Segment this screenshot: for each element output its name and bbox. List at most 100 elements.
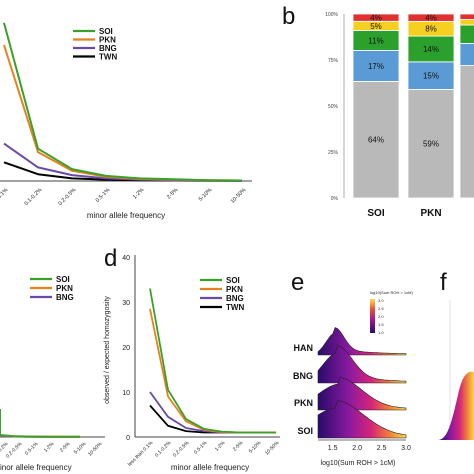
panel-b-data-label: 64% [368, 136, 384, 145]
panel-d-tick-label: 0.2-0.5% [172, 440, 191, 459]
panel-b-bar-segment [407, 89, 455, 199]
panel-d-y-tick-label: 20 [122, 345, 130, 352]
panel-b-y-tick-label: 25% [328, 150, 339, 156]
panel-d-tick-label: 0.5-1% [193, 440, 209, 456]
panel-a-tick-label: 0.2-0.5% [58, 187, 78, 207]
panel-letter-d: d [104, 245, 117, 272]
panel-b-bar-segment [352, 50, 400, 82]
panel-d-tick-label: 10-50% [264, 440, 281, 457]
panel-b-bar-segment [459, 65, 474, 199]
panel-e-legend-tick: 1.0 [378, 330, 384, 335]
legend-label-soi: SOI [99, 27, 113, 36]
panel-a-tick-label: 0.1% [0, 187, 9, 200]
panel-c-tick-label: 0.5-1% [24, 441, 40, 457]
panel-b-data-label: 5% [370, 22, 382, 31]
panel-e-ridgeline-chart: HAN BNG PKN SOI 1.5 2.0 2.5 3.0 log10(Sum ROH … [293, 290, 413, 467]
panel-b-bar-segment [407, 61, 455, 90]
panel-c-tick-label: 10-50% [87, 441, 104, 458]
series-line-pkn [0, 413, 81, 438]
panel-e-color-legend [370, 299, 375, 333]
panel-f-ridgeline-chart [438, 300, 474, 440]
panel-a-line-chart: 0.1% 0.1-0.2% 0.2-0.5% 0.5-1% 1-2% 2-5% 5-10% 1… [0, 22, 252, 220]
panel-b-bar-segment [459, 13, 474, 20]
panel-e-ridge-soi [317, 400, 407, 439]
panel-b-data-label: 17% [368, 62, 384, 71]
panel-a-tick-label: 0.5-1% [95, 187, 112, 204]
panel-letter-e: e [291, 269, 304, 296]
panel-b-data-label: 14% [423, 45, 439, 54]
panel-a-x-label: minor allele frequency [87, 211, 165, 220]
panel-b-data-label: 8% [425, 25, 437, 34]
panel-e-legend-title: log10(Sum ROH > 1cM) [370, 290, 413, 295]
panel-b-y-tick-label: 100% [325, 12, 338, 18]
panel-e-category-label: SOI [297, 426, 313, 436]
panel-e-legend-tick: 2.0 [378, 314, 384, 319]
legend-label-pkn: PKN [99, 36, 116, 45]
panel-a-tick-label: 0.1-0.2% [24, 187, 44, 207]
panel-e-x-tick-label: 1.5 [328, 445, 338, 452]
panel-b-bar-segment [459, 24, 474, 44]
panel-d-tick-label: 5-10% [248, 440, 263, 455]
series-line-twn [149, 404, 276, 434]
panel-b-category-label: SOI [367, 208, 384, 219]
panel-c-tick-label: 2-5% [59, 441, 72, 454]
series-line-soi [149, 288, 276, 434]
panel-e-legend-tick: 1.5 [378, 322, 384, 327]
panel-b-bar-segment [352, 81, 400, 199]
legend-label-bng: BNG [226, 294, 244, 303]
panel-a-tick-label: 5-10% [198, 187, 214, 203]
legend-label-bng: BNG [99, 44, 117, 53]
panel-e-ridge-bng [317, 345, 407, 384]
panel-d-y-tick-label: 40 [122, 255, 130, 262]
legend-label-pkn: PKN [56, 284, 73, 293]
panel-f-ridge [438, 371, 474, 440]
panel-b-bar-segment [459, 43, 474, 66]
panel-c-tick-label: 0.2-0.5% [5, 441, 24, 460]
panel-d-tick-label: 0.1-0.2% [154, 440, 173, 459]
panel-a-tick-label: 10-50% [230, 187, 248, 205]
panel-b-data-label: 4% [370, 14, 382, 23]
panel-c-line-chart: 0.1-0.2%0.2-0.5% 0.5-1% 1-2% 2-5% 5-10% 10-50… [0, 275, 105, 472]
panel-e-category-label: HAN [294, 343, 314, 353]
panel-c-tick-label: 1-2% [43, 441, 56, 454]
panel-b-y-tick-label: 50% [328, 104, 339, 110]
panel-e-x-tick-label: 2.5 [377, 445, 387, 452]
series-line-pkn [3, 44, 243, 182]
panel-d-y-tick-label: 10 [122, 390, 130, 397]
panel-letter-f: f [440, 269, 447, 296]
panel-b-bar-segment [407, 13, 455, 22]
panel-c-tick-label: 5-10% [73, 441, 88, 456]
panel-a-tick-label: 1-2% [132, 187, 145, 200]
panel-b-y-tick-label: 0% [331, 196, 339, 202]
legend-label-pkn: PKN [226, 285, 243, 294]
panel-d-tick-label: 1-2% [214, 440, 227, 453]
panel-a-tick-label: 2-5% [166, 187, 179, 200]
panel-e-ridge-han [317, 327, 407, 356]
panel-b-data-label: 15% [423, 72, 439, 81]
panel-c-x-label: inor allele frequency [0, 463, 72, 472]
panel-b-data-label: 4% [425, 14, 437, 23]
panel-e-legend-tick: 2.5 [378, 306, 384, 311]
legend-label-bng: BNG [56, 293, 74, 302]
panel-b-data-label: 59% [423, 140, 439, 149]
series-line-pkn [149, 308, 276, 434]
panel-e-legend-tick: 3.0 [378, 298, 384, 303]
panel-e-x-tick-label: 2.0 [352, 445, 362, 452]
panel-d-y-tick-label: 0 [126, 435, 130, 442]
panel-letter-b: b [282, 3, 295, 30]
panel-d-tick-label: less than 0.1% [127, 440, 155, 468]
panel-d-x-label: minor allele frequency [171, 463, 249, 472]
panel-d-line-chart: 0 10 20 30 40 less than 0.1% 0.1-0.2% 0.2-0.5%… [104, 255, 281, 472]
panel-b-category-label: PKN [420, 208, 441, 219]
panel-d-y-label: observed / expected homozygosity [104, 296, 111, 404]
panel-e-x-tick-label: 3.0 [401, 445, 411, 452]
panel-b-bar-segment [459, 19, 474, 26]
series-line-bng [0, 422, 80, 438]
legend-label-soi: SOI [226, 276, 240, 285]
legend-label-twn: TWN [226, 303, 244, 312]
panel-b-y-tick-label: 75% [328, 58, 339, 64]
panel-d-tick-label: 2-5% [232, 440, 245, 453]
series-line-soi [0, 409, 80, 438]
panel-b-stacked-bar-chart: 0%25%50%75%100% 64%17%11%5%4%59%15%14%8%… [325, 12, 474, 219]
